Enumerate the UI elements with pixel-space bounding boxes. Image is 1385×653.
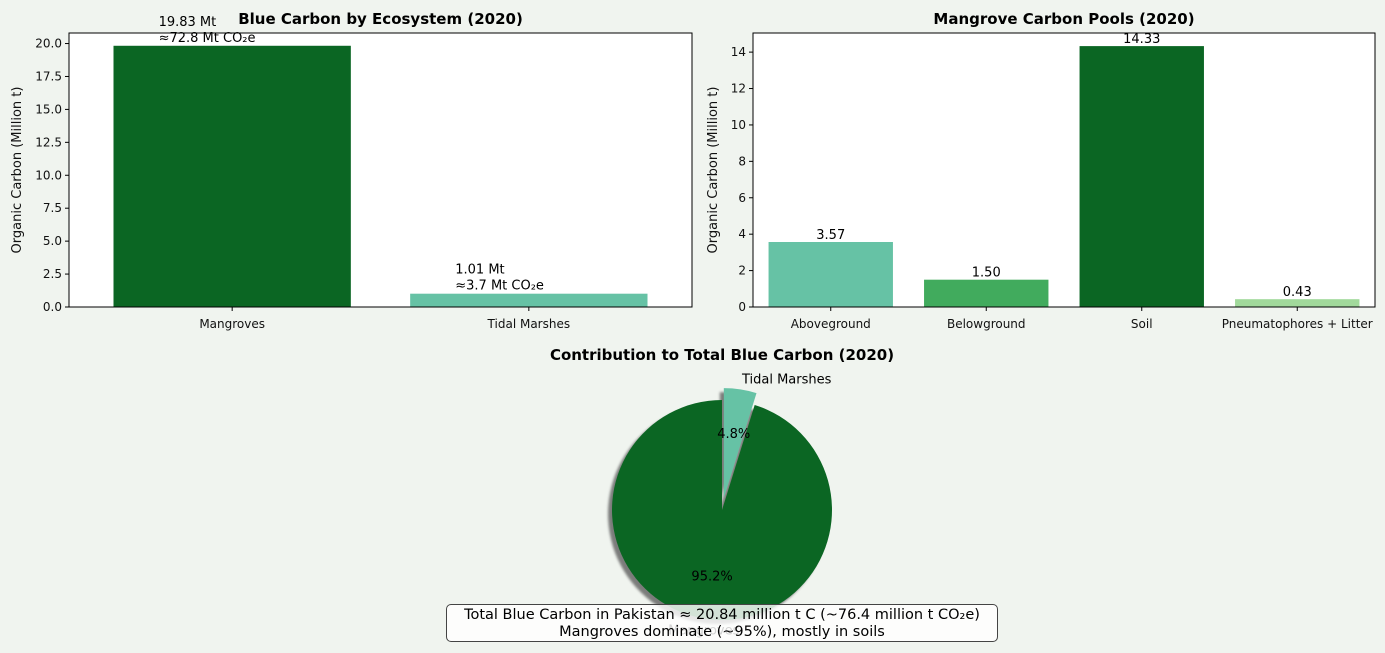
- bar-value-label: 0.43: [1283, 285, 1312, 300]
- y-tick-label: 0.0: [43, 300, 62, 314]
- pie-slice: [723, 388, 757, 499]
- bar: [768, 242, 893, 307]
- y-axis-label: Organic Carbon (Million t): [10, 87, 25, 254]
- x-tick-label: Tidal Marshes: [487, 317, 571, 331]
- bar-annotation: ≈3.7 Mt CO₂e: [455, 279, 544, 294]
- bar: [924, 279, 1049, 307]
- bar: [1079, 46, 1204, 307]
- bar-value-label: 3.57: [816, 228, 845, 243]
- bar: [113, 45, 351, 307]
- x-tick-label: Soil: [1131, 317, 1153, 331]
- chart-title: Blue Carbon by Ecosystem (2020): [238, 10, 523, 28]
- plot-frame: [752, 32, 1376, 308]
- pie-pct-label: 95.2%: [691, 569, 732, 584]
- y-tick-label: 10.0: [35, 168, 62, 182]
- y-axis-label: Organic Carbon (Million t): [706, 87, 721, 254]
- x-tick-label: Mangroves: [199, 317, 265, 331]
- y-tick-label: 12: [731, 82, 746, 96]
- bar-annotation: 19.83 Mt: [159, 15, 217, 30]
- x-tick-label: Pneumatophores + Litter: [1222, 317, 1373, 331]
- chart-title: Mangrove Carbon Pools (2020): [933, 10, 1194, 28]
- y-tick-label: 0: [738, 300, 746, 314]
- pie-category-label: Tidal Marshes: [741, 373, 832, 388]
- y-tick-label: 10: [731, 118, 746, 132]
- y-tick-label: 2: [738, 264, 746, 278]
- plot-frame: [68, 32, 693, 308]
- bar-annotation: ≈72.8 Mt CO₂e: [159, 31, 256, 46]
- y-tick-label: 15.0: [35, 102, 62, 116]
- y-tick-label: 7.5: [43, 201, 62, 215]
- pie-slice: [612, 400, 832, 620]
- y-tick-label: 8: [738, 154, 746, 168]
- y-tick-label: 17.5: [35, 69, 62, 83]
- chart-title: Contribution to Total Blue Carbon (2020): [550, 346, 894, 364]
- pie-pct-label: 4.8%: [717, 427, 750, 442]
- y-tick-label: 12.5: [35, 135, 62, 149]
- bar: [410, 293, 648, 307]
- y-tick-label: 2.5: [43, 267, 62, 281]
- summary-line-1: Total Blue Carbon in Pakistan ≈ 20.84 mi…: [464, 607, 980, 623]
- contribution-pie-chart: Contribution to Total Blue Carbon (2020)…: [550, 346, 894, 639]
- summary-line-2: Mangroves dominate (~95%), mostly in soi…: [559, 624, 885, 640]
- bar-value-label: 1.50: [972, 266, 1001, 281]
- mangrove-pools-bar-chart: 3.57 1.50 14.33 0.43 0 2 4 6 8 10 12 14 Abovegroun…: [706, 10, 1376, 331]
- y-tick-label: 4: [738, 227, 746, 241]
- summary-box: Total Blue Carbon in Pakistan ≈ 20.84 mi…: [446, 604, 998, 642]
- bar: [1235, 299, 1360, 307]
- x-tick-label: Aboveground: [791, 317, 871, 331]
- y-tick-label: 6: [738, 191, 746, 205]
- y-tick-label: 20.0: [35, 37, 62, 51]
- bar-annotation: 1.01 Mt: [455, 263, 504, 278]
- bar-value-label: 14.33: [1123, 32, 1160, 47]
- y-tick-label: 5.0: [43, 234, 62, 248]
- x-tick-label: Belowground: [947, 317, 1026, 331]
- y-tick-label: 14: [731, 45, 746, 59]
- ecosystem-bar-chart: 19.83 Mt≈72.8 Mt CO₂e 1.01 Mt≈3.7 Mt CO₂e…: [10, 10, 693, 331]
